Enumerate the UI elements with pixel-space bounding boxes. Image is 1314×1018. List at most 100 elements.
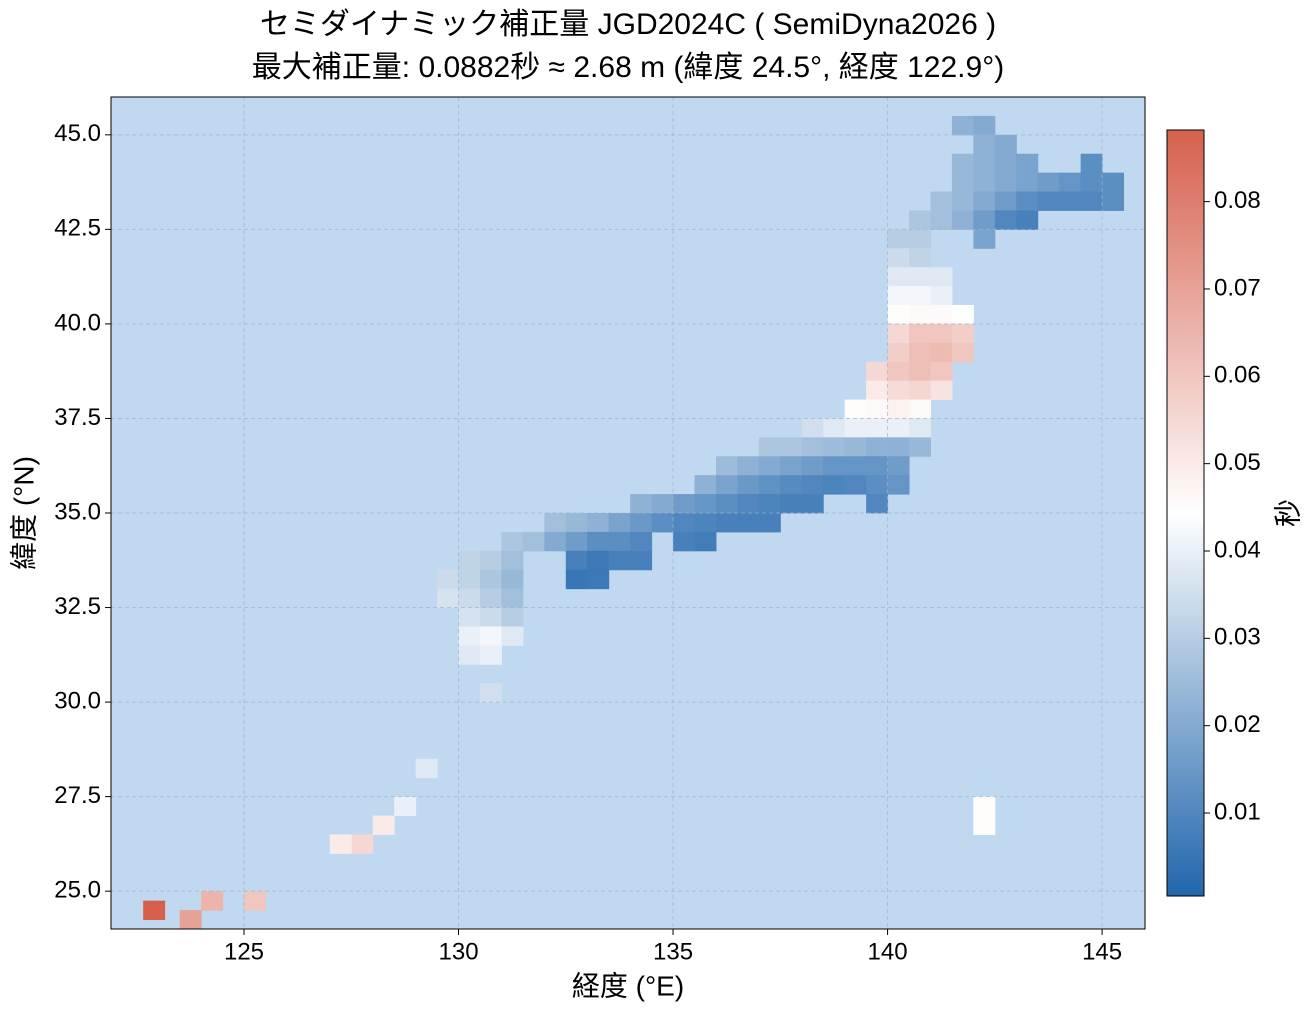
cell (437, 569, 460, 590)
cell (951, 115, 974, 136)
colorbar-tick-label: 0.02 (1214, 711, 1261, 738)
cell (909, 229, 931, 249)
cell (1059, 191, 1082, 211)
cell (909, 248, 931, 268)
y-axis-label: 緯度 (°N) (8, 456, 39, 570)
cell (1037, 191, 1060, 211)
cell (1016, 191, 1039, 211)
y-tick-label: 27.5 (54, 782, 101, 809)
cell (866, 399, 889, 419)
cell (1080, 191, 1103, 211)
cell (1102, 191, 1125, 211)
cell (630, 494, 653, 514)
cell (909, 210, 931, 230)
cell (458, 626, 481, 646)
cell (565, 550, 588, 571)
cell (544, 513, 567, 533)
cell (673, 513, 696, 533)
cell (930, 380, 953, 401)
cell (951, 153, 974, 174)
y-tick-label: 30.0 (54, 687, 101, 714)
cell (866, 456, 889, 476)
cell (780, 475, 803, 495)
cell (630, 513, 653, 533)
colorbar (1166, 129, 1205, 897)
cell (715, 513, 738, 533)
cell (715, 456, 738, 476)
cell (143, 900, 166, 921)
x-tick-label: 135 (653, 938, 693, 965)
cell (630, 550, 653, 571)
cell (479, 626, 502, 646)
cell (501, 626, 524, 646)
cell (866, 361, 889, 382)
cell (887, 229, 910, 249)
cell (844, 418, 867, 438)
cell (887, 342, 910, 363)
cell (737, 513, 760, 533)
cell (737, 475, 760, 495)
cell (1016, 210, 1039, 230)
cell (587, 513, 610, 533)
cell (973, 172, 996, 193)
cell (329, 834, 352, 854)
x-tick-label: 145 (1082, 938, 1122, 965)
x-tick-label: 125 (224, 938, 264, 965)
y-tick-label: 37.5 (54, 404, 101, 431)
cell (951, 172, 974, 193)
cell (1080, 172, 1103, 193)
cell (501, 607, 524, 627)
cell (458, 588, 481, 609)
cell (608, 513, 631, 533)
cell (973, 191, 996, 211)
cell (951, 191, 974, 211)
cell (522, 531, 545, 552)
cell (887, 361, 910, 382)
cell (651, 513, 674, 533)
x-tick-label: 140 (868, 938, 908, 965)
y-tick-label: 35.0 (54, 498, 101, 525)
cell (179, 910, 202, 930)
cell (887, 475, 910, 495)
cell (844, 475, 867, 495)
cell (930, 305, 953, 325)
cell (458, 550, 481, 571)
cell (587, 550, 610, 571)
cell (973, 210, 996, 230)
plot-frame (110, 96, 1146, 930)
cell (909, 267, 931, 287)
cell (973, 815, 996, 835)
cell (479, 588, 502, 609)
colorbar-tick-label: 0.07 (1214, 274, 1261, 301)
cell (973, 134, 996, 155)
cell (887, 267, 910, 287)
cell (501, 569, 524, 590)
cell (479, 550, 502, 571)
cell (930, 210, 953, 230)
cell (673, 494, 696, 514)
cell (758, 475, 781, 495)
cell (951, 210, 974, 230)
x-tick-label: 130 (439, 938, 479, 965)
cell (501, 550, 524, 571)
cell (887, 380, 910, 401)
colorbar-tick-label: 0.08 (1214, 187, 1261, 214)
cell (973, 153, 996, 174)
cell (1080, 153, 1103, 174)
cell (1037, 172, 1060, 193)
cell (244, 891, 266, 911)
cell (844, 456, 867, 476)
cell (694, 475, 717, 495)
cell (909, 399, 931, 419)
cell (1016, 153, 1039, 174)
cell (780, 437, 803, 457)
y-tick-label: 32.5 (54, 593, 101, 620)
cell (844, 399, 867, 419)
colorbar-tick-label: 0.01 (1214, 798, 1261, 825)
cell (866, 418, 889, 438)
cell (673, 531, 696, 552)
cell (630, 531, 653, 552)
cell (994, 191, 1017, 211)
cell (951, 323, 974, 344)
